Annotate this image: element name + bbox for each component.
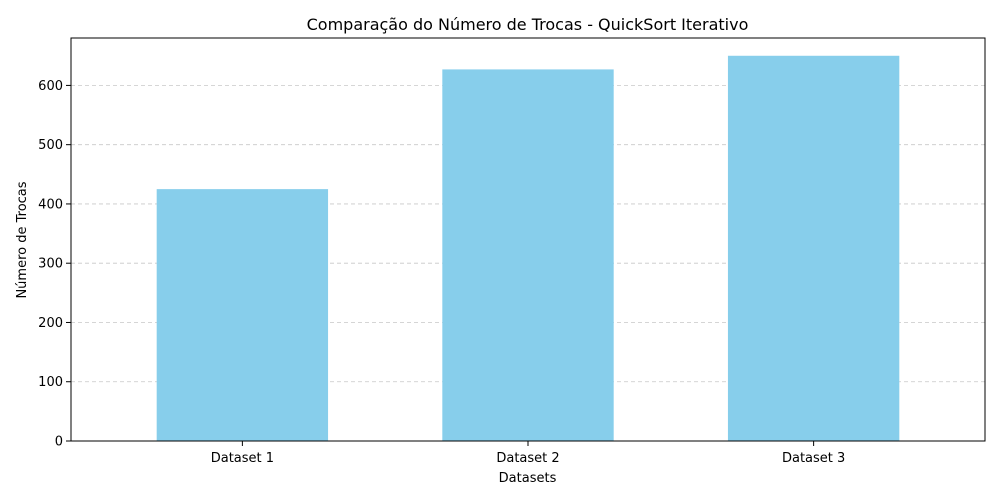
y-tick-label: 300 — [38, 257, 63, 272]
x-tick-label: Dataset 3 — [782, 451, 845, 466]
y-axis-title: Número de Trocas — [15, 181, 30, 298]
x-axis-title: Datasets — [499, 471, 557, 486]
y-tick-labels: 0 100 200 300 400 500 600 — [38, 79, 63, 450]
y-tick-label: 500 — [38, 138, 63, 153]
y-tick-label: 400 — [38, 197, 63, 212]
y-tick-label: 600 — [38, 79, 63, 94]
bars — [157, 56, 900, 441]
bar-3 — [728, 56, 899, 441]
chart-title: Comparação do Número de Trocas - QuickSo… — [307, 15, 749, 34]
y-tick-label: 100 — [38, 375, 63, 390]
x-tick-label: Dataset 1 — [211, 451, 274, 466]
bar-2 — [442, 69, 613, 441]
y-tick-label: 200 — [38, 316, 63, 331]
x-tick-label: Dataset 2 — [496, 451, 559, 466]
x-tick-labels: Dataset 1 Dataset 2 Dataset 3 — [211, 451, 846, 466]
bar-1 — [157, 189, 328, 441]
y-tick-label: 0 — [55, 435, 63, 450]
